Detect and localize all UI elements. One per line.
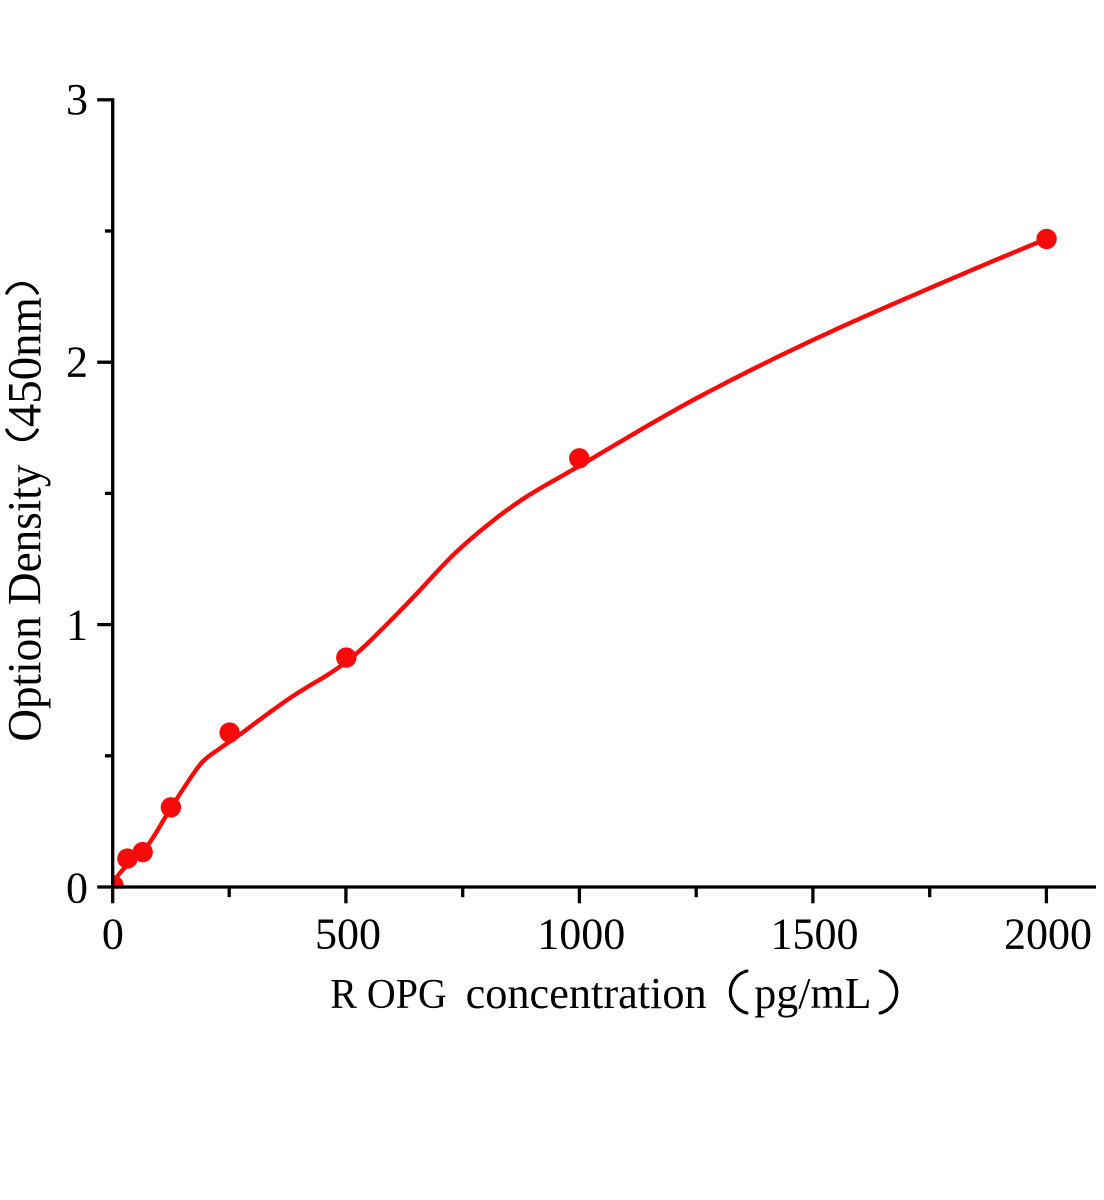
svg-text:1: 1 (66, 600, 88, 649)
svg-text:concentration: concentration (466, 969, 707, 1018)
svg-text:1500: 1500 (771, 910, 859, 959)
svg-text:R OPG: R OPG (330, 972, 447, 1018)
svg-text:2000: 2000 (1004, 910, 1092, 959)
svg-text:0: 0 (66, 863, 88, 912)
svg-text:450nm: 450nm (0, 297, 51, 427)
svg-text:500: 500 (315, 910, 381, 959)
svg-text:2: 2 (66, 337, 88, 386)
svg-text:0: 0 (102, 910, 124, 959)
svg-text:1000: 1000 (537, 910, 625, 959)
svg-text:pg/mL: pg/mL (754, 969, 871, 1018)
svg-text:Option Density: Option Density (0, 465, 51, 742)
svg-text:3: 3 (66, 75, 88, 124)
